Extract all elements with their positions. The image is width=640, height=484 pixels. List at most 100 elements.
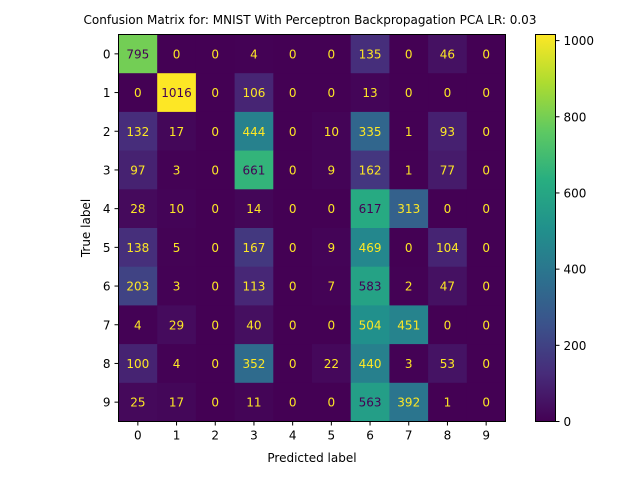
heatmap-cell bbox=[157, 73, 197, 113]
heatmap-cell bbox=[118, 73, 158, 113]
heatmap-cell bbox=[118, 266, 158, 306]
heatmap-cell bbox=[350, 266, 390, 306]
heatmap-cell bbox=[428, 228, 468, 268]
heatmap-cell bbox=[428, 344, 468, 384]
cell-value-label: 3 bbox=[405, 357, 413, 371]
cell-value-label: 0 bbox=[289, 125, 297, 139]
cell-value-label: 0 bbox=[289, 318, 297, 332]
heatmap-cell bbox=[273, 111, 313, 152]
cell-value-label: 0 bbox=[482, 318, 490, 332]
heatmap-cell bbox=[157, 150, 197, 190]
heatmap-frame bbox=[118, 34, 506, 422]
cell-value-label: 11 bbox=[246, 396, 261, 410]
cell-value-label: 444 bbox=[242, 125, 265, 139]
cell-value-label: 135 bbox=[359, 47, 382, 61]
cell-value-label: 4 bbox=[134, 318, 142, 332]
heatmap-cell bbox=[350, 228, 390, 268]
cell-value-label: 13 bbox=[362, 86, 377, 100]
x-axis-ticks: 0 1 2 3 4 5 6 7 8 9 bbox=[134, 421, 490, 443]
cell-value-label: 451 bbox=[397, 318, 420, 332]
cell-value-label: 0 bbox=[405, 47, 413, 61]
heatmap-cell bbox=[466, 305, 506, 345]
y-tick-label: 6 bbox=[103, 280, 111, 294]
cell-value-label: 53 bbox=[440, 357, 455, 371]
heatmap-cell bbox=[350, 34, 390, 74]
cell-value-label: 0 bbox=[289, 86, 297, 100]
heatmap-cell bbox=[157, 266, 197, 306]
heatmap-cell bbox=[157, 34, 197, 74]
heatmap-cell bbox=[350, 111, 390, 152]
cell-value-label: 0 bbox=[134, 86, 142, 100]
heatmap-cell bbox=[466, 111, 506, 152]
heatmap-cell bbox=[350, 344, 390, 384]
cell-value-label: 9 bbox=[328, 163, 336, 177]
heatmap-cell bbox=[466, 150, 506, 190]
heatmap-cell bbox=[466, 228, 506, 268]
x-tick-label: 9 bbox=[482, 429, 490, 443]
cell-value-label: 0 bbox=[482, 163, 490, 177]
colorbar-tick-label: 0 bbox=[564, 415, 572, 429]
cell-value-label: 3 bbox=[173, 163, 181, 177]
x-axis-label: Predicted label bbox=[267, 451, 356, 465]
y-tick-label: 9 bbox=[103, 396, 111, 410]
heatmap-cell bbox=[312, 189, 352, 229]
heatmap-cell bbox=[195, 189, 236, 229]
cell-value-label: 0 bbox=[173, 47, 181, 61]
heatmap-cell bbox=[428, 382, 468, 422]
heatmap-cell bbox=[157, 382, 197, 422]
cell-value-label: 97 bbox=[130, 163, 145, 177]
y-tick-label: 5 bbox=[103, 241, 111, 255]
cell-value-label: 0 bbox=[482, 241, 490, 255]
cell-value-label: 0 bbox=[328, 86, 336, 100]
cell-value-label: 25 bbox=[130, 396, 145, 410]
cell-value-label: 1 bbox=[405, 163, 413, 177]
cell-value-label: 0 bbox=[211, 202, 219, 216]
x-tick-label: 0 bbox=[134, 429, 142, 443]
cell-value-label: 9 bbox=[328, 241, 336, 255]
cell-value-label: 17 bbox=[169, 396, 184, 410]
heatmap-cell bbox=[466, 266, 506, 306]
colorbar-ticks: 0 200 400 600 800 1000 bbox=[555, 34, 594, 429]
heatmap-cell bbox=[118, 228, 158, 268]
heatmap-cell bbox=[118, 382, 158, 422]
heatmap-cell bbox=[389, 305, 429, 345]
heatmap-cell bbox=[466, 382, 506, 422]
heatmap-cell bbox=[157, 228, 197, 268]
chart-title: Confusion Matrix for: MNIST With Percept… bbox=[84, 13, 537, 27]
heatmap-cell bbox=[118, 111, 158, 152]
x-tick-label: 7 bbox=[405, 429, 413, 443]
cell-value-label: 617 bbox=[359, 202, 382, 216]
cell-value-label: 46 bbox=[440, 47, 455, 61]
heatmap-cell bbox=[350, 305, 390, 345]
colorbar-tick-label: 400 bbox=[564, 263, 587, 277]
cell-value-label: 4 bbox=[173, 357, 181, 371]
heatmap-cell bbox=[428, 111, 468, 152]
cell-value-label: 0 bbox=[482, 357, 490, 371]
cell-value-label: 0 bbox=[289, 241, 297, 255]
cell-value-label: 132 bbox=[126, 125, 149, 139]
heatmap-cell bbox=[118, 150, 158, 190]
heatmap-cell bbox=[389, 34, 429, 74]
cell-value-label: 0 bbox=[289, 280, 297, 294]
cell-value-label: 0 bbox=[328, 318, 336, 332]
x-tick-label: 5 bbox=[328, 429, 336, 443]
cell-value-label: 0 bbox=[482, 47, 490, 61]
y-axis-label: True label bbox=[79, 199, 93, 258]
heatmap-cell bbox=[118, 34, 158, 74]
heatmap-cell bbox=[273, 73, 313, 113]
cell-value-label: 10 bbox=[324, 125, 339, 139]
heatmap-cell bbox=[195, 150, 236, 190]
heatmap-cell bbox=[466, 344, 506, 384]
cell-value-label: 0 bbox=[289, 357, 297, 371]
heatmap-cell bbox=[350, 150, 390, 190]
heatmap-cell bbox=[273, 228, 313, 268]
cell-value-label: 0 bbox=[444, 86, 452, 100]
cell-value-label: 0 bbox=[211, 86, 219, 100]
cell-value-label: 0 bbox=[211, 125, 219, 139]
heatmap-cell bbox=[234, 344, 274, 384]
heatmap-cell bbox=[273, 305, 313, 345]
cell-value-label: 167 bbox=[242, 241, 265, 255]
cell-value-label: 0 bbox=[405, 241, 413, 255]
heatmap-cell bbox=[195, 344, 236, 384]
